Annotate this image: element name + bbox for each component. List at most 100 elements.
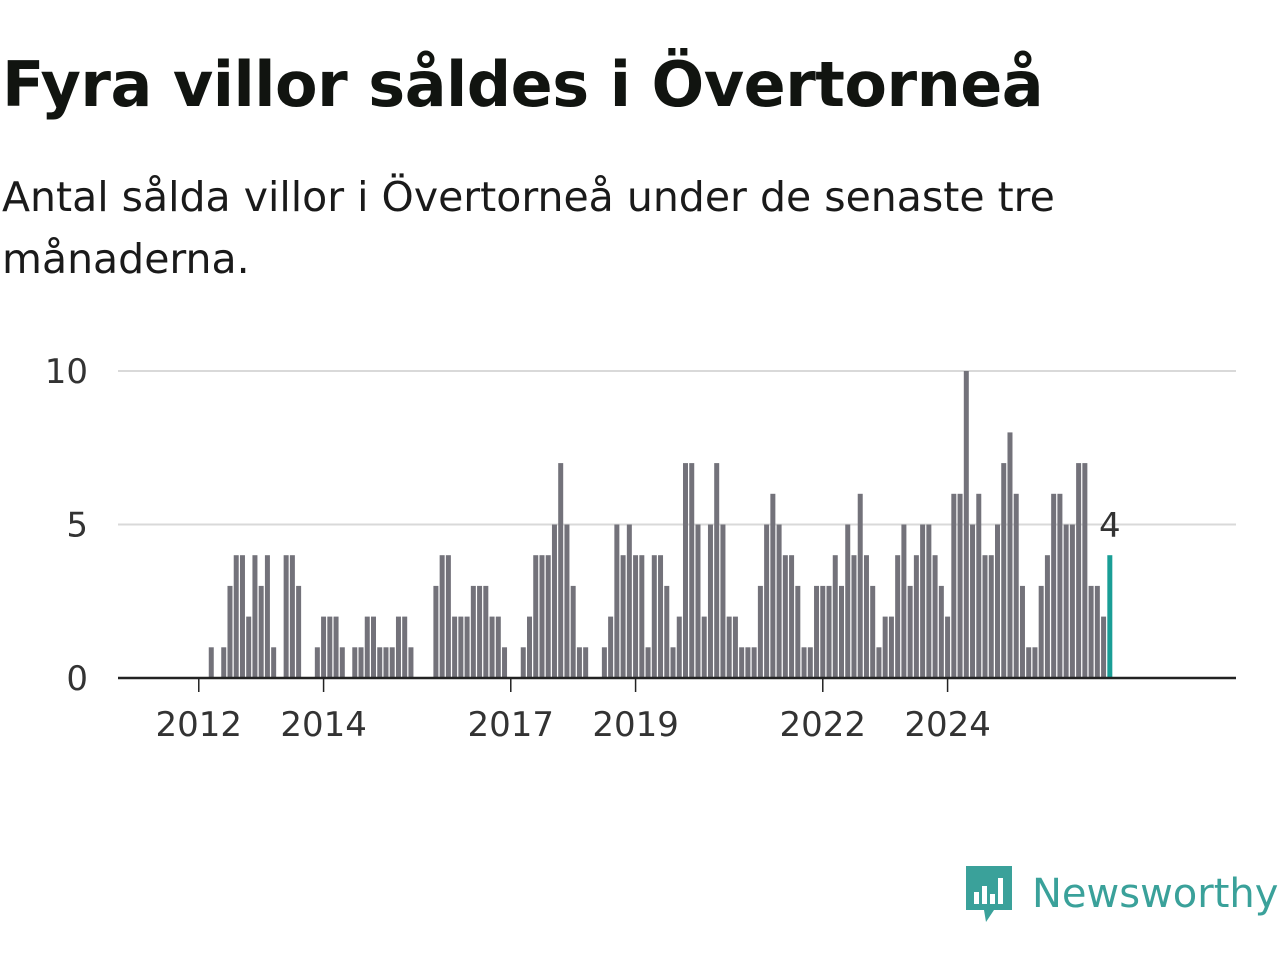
bar — [1051, 493, 1057, 678]
bar — [695, 524, 701, 678]
bar — [1038, 585, 1044, 678]
bar — [782, 555, 788, 678]
bar — [951, 493, 957, 678]
newsworthy-logo-icon — [966, 866, 1012, 922]
bar — [920, 524, 926, 678]
bar — [358, 647, 364, 678]
bar — [863, 555, 869, 678]
bar — [1026, 647, 1032, 678]
bar — [464, 616, 470, 678]
bar — [271, 647, 277, 678]
bar — [651, 555, 657, 678]
brand-name: Newsworthy — [1032, 871, 1279, 917]
x-tick-label: 2012 — [156, 705, 243, 745]
bar — [570, 585, 576, 678]
bar — [845, 524, 851, 678]
newsworthy-logo: Newsworthy — [964, 864, 1278, 924]
bar — [258, 585, 264, 678]
bar — [658, 555, 664, 678]
bar — [714, 463, 720, 678]
bar — [970, 524, 976, 678]
bar — [1076, 463, 1082, 678]
bar — [389, 647, 395, 678]
bar — [832, 555, 838, 678]
bar — [795, 585, 801, 678]
bar — [888, 616, 894, 678]
y-tick-label: 10 — [45, 352, 88, 392]
bar — [945, 616, 951, 678]
bar — [314, 647, 320, 678]
bar — [433, 585, 439, 678]
bar-chart: 0 5 10 2012 2014 2017 2019 2022 2024 4 — [45, 352, 1236, 745]
bar — [564, 524, 570, 678]
x-tick-label: 2024 — [904, 705, 991, 745]
bar — [283, 555, 289, 678]
bar — [439, 555, 445, 678]
bar — [402, 616, 408, 678]
bar — [639, 555, 645, 678]
bar — [689, 463, 695, 678]
y-tick-label: 0 — [66, 659, 88, 699]
bar — [683, 463, 688, 678]
bar — [1088, 585, 1094, 678]
bar — [807, 647, 813, 678]
bar — [408, 647, 414, 678]
bar — [1019, 585, 1025, 678]
bar — [551, 524, 557, 678]
bar — [895, 555, 901, 678]
bar — [620, 555, 626, 678]
bar — [988, 555, 994, 678]
bar — [626, 524, 632, 678]
bar — [913, 555, 919, 678]
bar — [239, 555, 245, 678]
bar-highlight — [1107, 555, 1113, 678]
bar — [963, 371, 969, 678]
bar — [801, 647, 807, 678]
bar — [870, 585, 876, 678]
bar — [246, 616, 252, 678]
x-tick-label: 2014 — [280, 705, 367, 745]
bar — [339, 647, 345, 678]
bar — [520, 647, 526, 678]
bar — [982, 555, 988, 678]
chart-subtitle: Antal sålda villor i Övertorneå under de… — [2, 173, 1055, 283]
bar — [770, 493, 776, 678]
bar — [995, 524, 1000, 678]
bar — [976, 493, 982, 678]
bar — [289, 555, 295, 678]
bar — [814, 585, 820, 678]
bar — [932, 555, 938, 678]
bar — [558, 463, 564, 678]
bar — [926, 524, 932, 678]
bar — [938, 585, 944, 678]
bar — [764, 524, 770, 678]
bar — [208, 647, 214, 678]
bar — [857, 493, 863, 678]
chart-title: Fyra villor såldes i Övertorneå — [2, 48, 1044, 121]
bar — [489, 616, 495, 678]
bar — [876, 647, 882, 678]
bar — [739, 647, 745, 678]
bar — [364, 616, 370, 678]
bar — [470, 585, 476, 678]
bar — [608, 616, 614, 678]
bar — [383, 647, 389, 678]
bar — [826, 585, 832, 678]
bar — [664, 585, 670, 678]
bar — [751, 647, 757, 678]
bar — [1082, 463, 1088, 678]
bar — [252, 555, 258, 678]
x-tick-label: 2022 — [780, 705, 867, 745]
bar — [483, 585, 489, 678]
bar — [576, 647, 582, 678]
bar — [907, 585, 913, 678]
bar — [533, 555, 539, 678]
bar — [583, 647, 589, 678]
bar — [227, 585, 233, 678]
bar — [601, 647, 607, 678]
bar — [1001, 463, 1007, 678]
bar — [676, 616, 682, 678]
bar — [352, 647, 358, 678]
bar — [1101, 616, 1107, 678]
bar — [882, 616, 888, 678]
